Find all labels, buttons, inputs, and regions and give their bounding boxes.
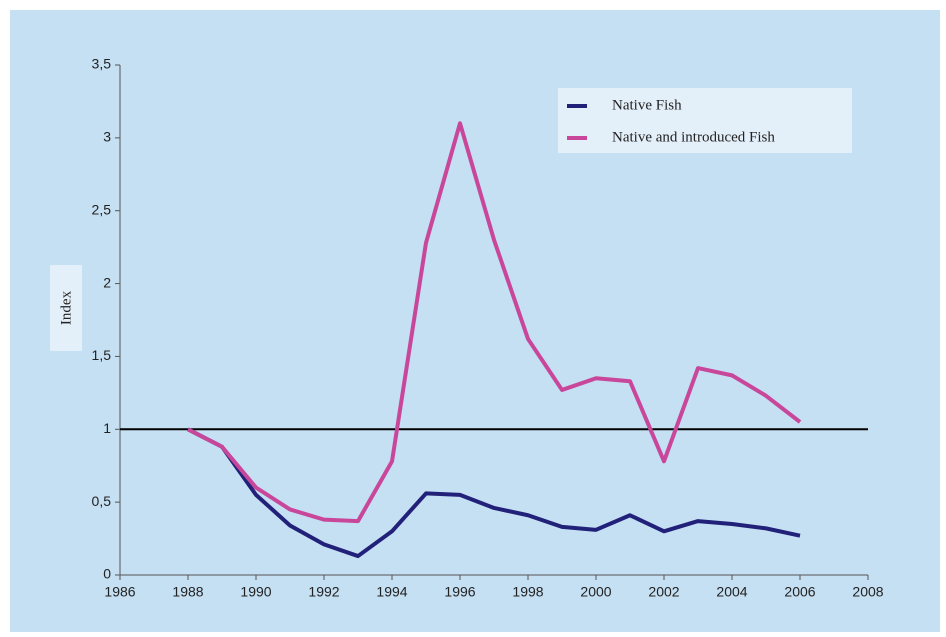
y-axis-label: Index xyxy=(58,290,74,325)
series-line xyxy=(187,427,801,559)
x-tick-label: 1986 xyxy=(104,584,135,600)
y-tick-label: 3 xyxy=(103,129,111,145)
x-tick-label: 2000 xyxy=(580,584,611,600)
y-tick-label: 2 xyxy=(103,274,111,290)
legend-label: Native Fish xyxy=(612,97,682,113)
x-tick-label: 2006 xyxy=(784,584,815,600)
series-line xyxy=(187,121,802,524)
legend-label: Native and introduced Fish xyxy=(612,129,775,145)
x-tick-label: 2004 xyxy=(716,584,747,600)
x-tick-label: 1994 xyxy=(376,584,407,600)
x-tick-label: 1992 xyxy=(308,584,339,600)
y-tick-label: 1,5 xyxy=(92,347,112,363)
x-tick-label: 1990 xyxy=(240,584,271,600)
x-tick-label: 1996 xyxy=(444,584,475,600)
x-tick-label: 2002 xyxy=(648,584,679,600)
y-tick-label: 3,5 xyxy=(92,56,112,72)
y-label-box xyxy=(50,265,82,351)
y-tick-label: 0 xyxy=(103,566,111,582)
x-tick-label: 1998 xyxy=(512,584,543,600)
x-tick-label: 2008 xyxy=(852,584,883,600)
y-tick-label: 0,5 xyxy=(92,493,112,509)
legend-box xyxy=(558,88,852,153)
y-tick-label: 2,5 xyxy=(92,201,112,217)
y-tick-label: 1 xyxy=(103,420,111,436)
x-tick-label: 1988 xyxy=(172,584,203,600)
